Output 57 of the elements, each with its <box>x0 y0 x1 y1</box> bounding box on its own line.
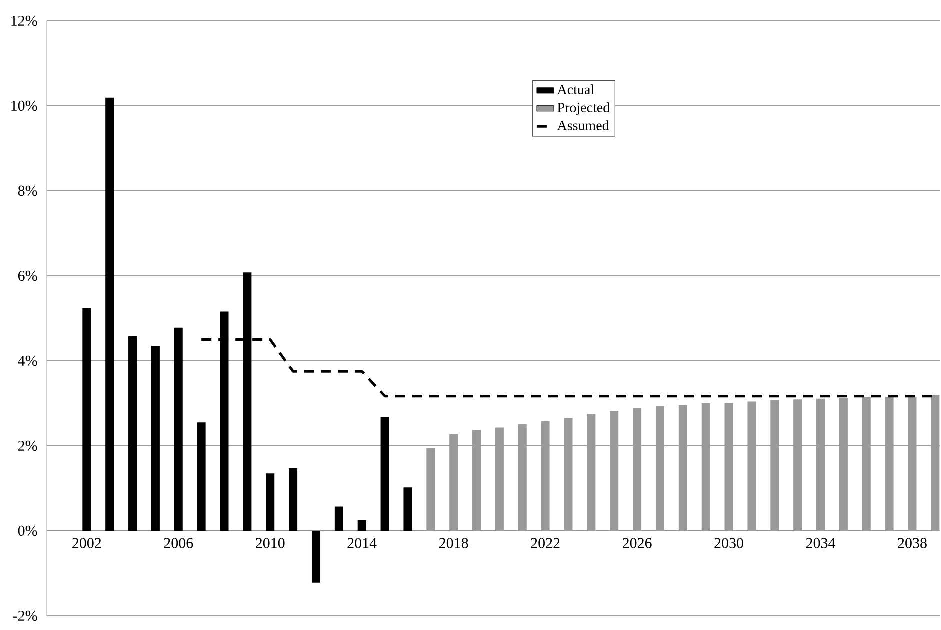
x-tick-label: 2014 <box>348 538 377 548</box>
bar <box>380 417 390 531</box>
bar <box>358 520 366 531</box>
bar <box>702 403 710 531</box>
bar <box>908 397 917 531</box>
bar <box>839 398 848 531</box>
y-tick-label: 0% <box>18 526 38 536</box>
bar <box>678 405 688 531</box>
y-tick-label: -2% <box>13 610 38 622</box>
bar <box>312 531 320 583</box>
y-tick-label: 12% <box>12 16 38 26</box>
y-tick-label: 2% <box>18 440 38 452</box>
bar <box>862 397 871 531</box>
bar <box>266 474 275 531</box>
y-tick-label: 10% <box>12 100 38 112</box>
x-tick-label: 2026 <box>622 538 652 548</box>
bar <box>174 328 183 531</box>
bar <box>564 418 573 531</box>
x-tick-label: 2034 <box>806 538 836 548</box>
x-tick-label: 2018 <box>439 538 468 548</box>
bar <box>724 403 734 531</box>
bar <box>289 468 298 531</box>
legend-label: Projected <box>558 102 610 116</box>
bar <box>587 414 596 531</box>
y-tick-label: 4% <box>18 356 38 366</box>
bar <box>404 488 412 531</box>
bar <box>128 336 138 531</box>
bar <box>656 406 664 531</box>
bar <box>885 397 894 531</box>
bar <box>106 98 114 531</box>
bar <box>816 398 826 531</box>
bar <box>426 448 436 531</box>
bar <box>472 430 482 531</box>
x-tick-label: 2006 <box>164 538 194 548</box>
x-tick-label: 2010 <box>256 538 285 548</box>
x-tick-label: 2002 <box>72 538 102 548</box>
bar <box>931 395 940 531</box>
y-tick-label: 6% <box>18 270 38 282</box>
bar <box>495 428 504 531</box>
bar <box>151 346 160 531</box>
bar <box>197 422 206 531</box>
x-tick-label: 2030 <box>714 538 744 548</box>
bar <box>748 402 756 531</box>
bar <box>794 400 802 531</box>
bar <box>334 506 344 531</box>
bar <box>770 400 780 531</box>
bar <box>610 411 619 531</box>
bar <box>518 424 527 531</box>
bar <box>82 308 92 531</box>
y-tick-label: 8% <box>18 186 38 196</box>
legend-label: Assumed <box>557 120 610 130</box>
legend-label: Actual <box>557 84 594 95</box>
x-tick-label: 2022 <box>531 538 560 548</box>
bar <box>633 408 642 531</box>
x-tick-label: 2038 <box>898 538 927 548</box>
bar <box>541 421 550 531</box>
bar <box>450 434 458 531</box>
